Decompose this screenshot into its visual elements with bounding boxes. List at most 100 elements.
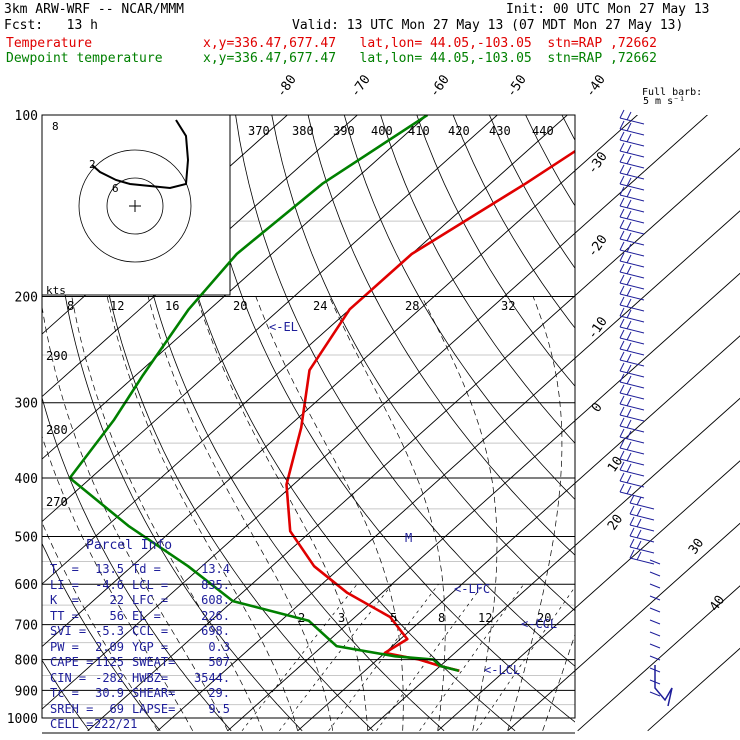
theta-label: 430	[489, 124, 511, 138]
wind-barb-flag	[626, 276, 632, 286]
wind-barb-flag	[626, 133, 632, 143]
wind-barbs	[619, 109, 673, 707]
wind-barb-flag	[636, 518, 642, 528]
moist-adiabat	[329, 296, 446, 731]
pressure-label: 300	[15, 397, 38, 412]
dry-adiabat	[42, 659, 90, 732]
parcel-info-cell: SWEAT=	[132, 655, 176, 669]
parcel-info-cell: 13.5	[95, 562, 124, 576]
wind-barb	[649, 607, 661, 613]
wind-barb-flag	[619, 362, 625, 372]
hodograph-box	[41, 114, 231, 296]
wind-barb-flag	[619, 461, 625, 471]
wind-barb-flag	[626, 298, 632, 308]
parcel-info-cell: 56	[109, 608, 124, 623]
lfc-marker: <-LFC	[454, 582, 490, 596]
wind-barb	[619, 128, 645, 136]
barb-note-line1: Full barb:	[642, 87, 702, 98]
parcel-info-cell: LI =	[50, 577, 79, 592]
wind-barb-flag	[636, 540, 642, 550]
theta-label: 370	[248, 124, 270, 138]
wind-barb-flag	[636, 496, 642, 506]
theta-label: 390	[333, 124, 355, 138]
wind-barb-flag	[626, 452, 632, 462]
parcel-info-cell: EL =	[132, 608, 161, 623]
lcl-marker: <-LCL	[484, 663, 520, 677]
wind-barb	[619, 172, 645, 180]
wind-barb-flag	[626, 309, 632, 319]
parcel-info-cell: 22	[109, 593, 124, 607]
mixing-ratio-label: 3	[338, 611, 345, 625]
pressure-label: 500	[15, 530, 38, 545]
wind-barb-flag	[619, 263, 625, 273]
parcel-info-cell: Tc =	[50, 686, 79, 700]
pressure-label: 400	[15, 472, 38, 487]
theta-label: 400	[371, 124, 393, 138]
wind-barb	[619, 348, 645, 356]
wind-barb-flag	[626, 353, 632, 363]
wind-barb-flag	[626, 232, 632, 242]
parcel-info-cell: LCL =	[132, 577, 169, 592]
dry-adiabat	[271, 115, 575, 612]
isotherm-line	[157, 210, 740, 732]
mixing-ratio-line	[476, 586, 575, 731]
wind-barb	[619, 271, 645, 279]
m-marker: M	[405, 531, 412, 545]
parcel-info-cell: SHEAR=	[132, 686, 176, 700]
theta-label: 420	[448, 124, 470, 138]
isotherm-label: -50	[504, 72, 530, 100]
hodograph-ring-label: 8	[67, 299, 74, 313]
wind-barb-flag	[619, 208, 625, 218]
wind-barb	[619, 491, 645, 499]
parcel-info-cell: 222/21	[94, 717, 138, 731]
dry-adiabat	[380, 115, 575, 444]
wind-barb	[619, 315, 645, 323]
wind-barb-flag	[619, 439, 625, 449]
isotherm-line	[437, 460, 740, 732]
parcel-info-cell: CIN =	[50, 670, 87, 685]
parcel-info-cell: 3544.	[194, 670, 231, 685]
wind-barb-flag	[619, 164, 625, 174]
wind-barb	[619, 249, 645, 257]
hodograph-label: 8	[52, 120, 59, 133]
wind-barb	[619, 326, 645, 334]
isotherm-line	[227, 272, 740, 732]
wind-barb-flag	[619, 340, 625, 350]
moist-adiabat	[147, 296, 334, 731]
hodograph-ring-label: 32	[501, 299, 515, 313]
moist-adiabat	[42, 521, 159, 731]
isotherm-label: -30	[585, 149, 611, 177]
parcel-info-panel: Parcel Info T = 13.5 Td = 13.4 LI = -4.6 LCL =…	[42, 538, 232, 738]
moist-adiabat	[71, 296, 264, 731]
wind-barb-flag	[626, 287, 632, 297]
wind-barb-flag	[619, 285, 625, 295]
dry-adiabat	[42, 396, 232, 732]
hodograph-ring	[78, 149, 192, 263]
pressure-label: 1000	[7, 712, 38, 727]
wind-barb-flag	[619, 406, 625, 416]
wind-barb	[649, 631, 661, 637]
dry-adiabat	[90, 115, 374, 732]
wind-barb	[619, 194, 645, 202]
mixing-ratio-line	[241, 583, 358, 732]
parcel-info-cell: 507	[208, 655, 230, 669]
wind-barb-flag	[619, 219, 625, 229]
wind-barb	[649, 643, 661, 649]
wind-barb	[619, 216, 645, 224]
isotherm-line	[42, 115, 639, 648]
wind-barb-flag	[619, 296, 625, 306]
pressure-label: 200	[15, 291, 38, 306]
wind-barb	[619, 238, 645, 246]
wind-barb-flag	[619, 428, 625, 438]
barb-note-line2: 5 m s⁻¹	[643, 96, 685, 107]
isotherm-line	[42, 115, 709, 710]
dry-adiabat	[634, 115, 740, 731]
wind-barb	[619, 293, 645, 301]
pressure-label: 100	[15, 109, 38, 124]
wind-barb-flag	[619, 307, 625, 317]
wind-barb-flag	[636, 551, 642, 561]
isotherm-line	[507, 522, 740, 732]
wind-barb-flag	[619, 109, 625, 119]
parcel-info-cell: 2.09	[95, 639, 124, 654]
